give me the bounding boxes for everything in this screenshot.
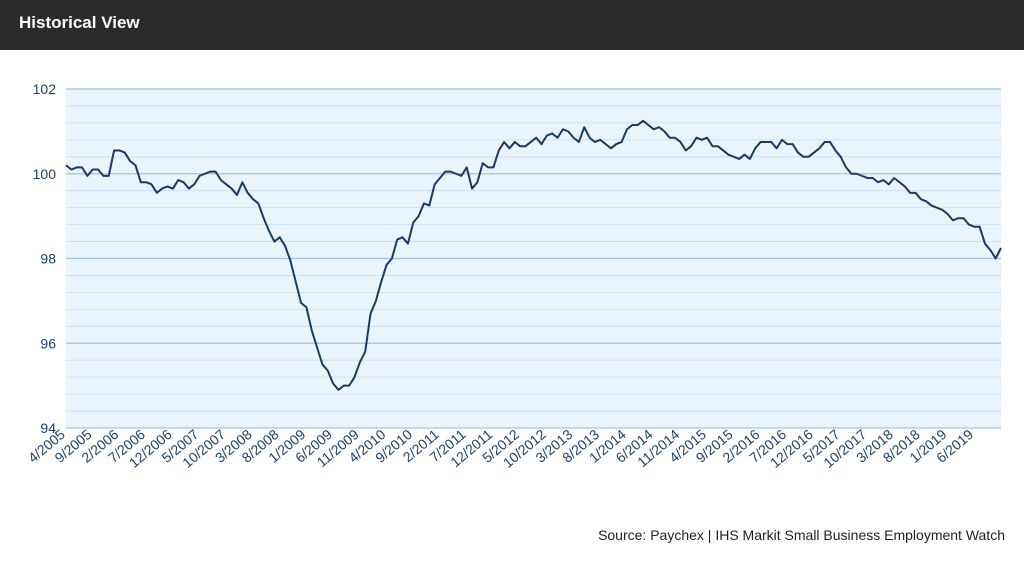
y-tick-label: 102: [33, 81, 57, 97]
y-tick-label: 94: [40, 420, 56, 436]
source-note: Source: Paychex | IHS Markit Small Busin…: [598, 527, 1005, 543]
y-axis-ticks: 94 96 98 100 102: [33, 81, 57, 436]
x-axis-ticks: 4/20059/20052/20067/200612/20065/200710/…: [25, 426, 977, 471]
series-line: [65, 119, 1002, 391]
y-tick-label: 100: [33, 166, 57, 182]
y-tick-label: 98: [40, 251, 56, 267]
line-chart: 94 96 98 100 102 4/20059/20052/20067/200612/…: [25, 81, 1002, 471]
page-title: Historical View: [19, 13, 140, 32]
y-tick-label: 96: [40, 335, 56, 351]
grid-lines: [66, 88, 1001, 429]
header-bar: Historical View: [0, 0, 1024, 50]
